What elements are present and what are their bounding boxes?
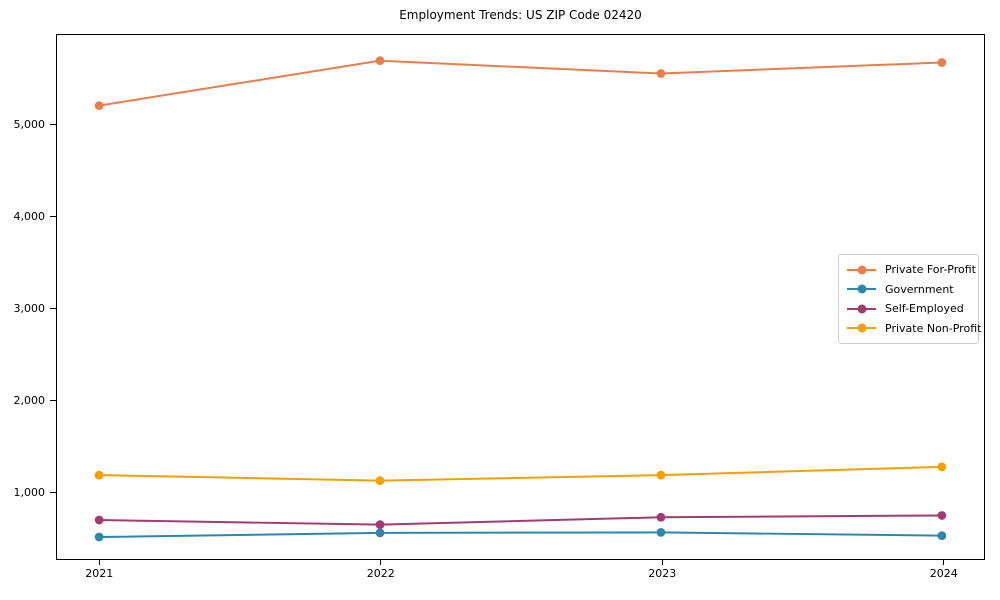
legend-item-government: Government (847, 280, 970, 300)
legend-marker-icon (847, 284, 876, 294)
legend-item-self-employed: Self-Employed (847, 299, 970, 319)
y-tick-label-3000: 3,000 (13, 301, 46, 315)
data-point-private-for-profit-2022 (375, 56, 385, 66)
y-tick-mark-1000 (50, 491, 56, 494)
x-tick-mark-2024 (943, 559, 945, 565)
x-tick-label-2021: 2021 (85, 567, 114, 580)
series-line-private-non-profit (99, 465, 942, 482)
y-tick-label-4000: 4,000 (13, 209, 46, 223)
series-line-self-employed (99, 514, 942, 526)
data-point-private-for-profit-2024 (937, 58, 947, 67)
series-line-government (99, 531, 942, 538)
legend-dot (857, 265, 866, 275)
legend-marker-icon (847, 265, 876, 275)
data-point-private-non-profit-2024 (937, 462, 947, 472)
y-tick-mark-5000 (50, 123, 56, 125)
legend-dot (857, 323, 866, 333)
y-tick-mark-3000 (50, 307, 56, 309)
legend-marker-icon (847, 304, 876, 314)
x-tick-mark-2021 (98, 559, 100, 565)
legend-label: Government (885, 282, 954, 296)
y-tick-label-5000: 5,000 (13, 117, 46, 131)
y-tick-label-1000: 1,000 (13, 485, 46, 499)
line-chart-canvas (94, 56, 947, 542)
legend-dot (857, 304, 866, 314)
data-point-self-employed-2022 (375, 520, 385, 530)
legend-dot (857, 284, 866, 294)
chart-title: Employment Trends: US ZIP Code 02420 (399, 8, 642, 22)
data-point-government-2021 (94, 532, 104, 542)
plot-area: 1,000 2,000 3,000 4,000 5,000 2021 2022 2023 20… (14, 34, 985, 579)
data-point-government-2023 (656, 528, 666, 537)
data-point-private-non-profit-2023 (656, 470, 666, 480)
x-tick-label-2024: 2024 (929, 567, 958, 580)
legend-label: Self-Employed (885, 302, 964, 316)
x-tick-mark-2023 (661, 559, 663, 565)
data-point-government-2022 (375, 528, 385, 538)
data-point-self-employed-2023 (656, 512, 666, 522)
legend-label: Private For-Profit (885, 263, 976, 277)
data-point-self-employed-2024 (937, 511, 947, 520)
data-point-private-non-profit-2022 (375, 476, 385, 485)
legend-label: Private Non-Profit (885, 321, 982, 335)
data-point-private-for-profit-2021 (94, 101, 104, 110)
x-tick-label-2022: 2022 (366, 567, 395, 580)
y-tick-label-2000: 2,000 (13, 393, 46, 407)
legend-item-private-non-profit: Private Non-Profit (847, 319, 981, 339)
series-line-private-for-profit (98, 59, 942, 107)
data-point-self-employed-2021 (94, 515, 104, 525)
x-tick-label-2023: 2023 (648, 567, 677, 580)
x-tick-mark-2022 (380, 559, 382, 565)
legend-item-private-for-profit: Private For-Profit (847, 260, 976, 280)
data-point-government-2024 (937, 531, 947, 541)
data-point-private-non-profit-2021 (94, 470, 104, 480)
y-tick-mark-4000 (50, 215, 56, 217)
legend: Private For-Profit Government Self-Employe… (838, 254, 981, 344)
data-point-private-for-profit-2023 (656, 69, 666, 78)
legend-marker-icon (847, 323, 876, 333)
y-tick-mark-2000 (50, 399, 56, 401)
